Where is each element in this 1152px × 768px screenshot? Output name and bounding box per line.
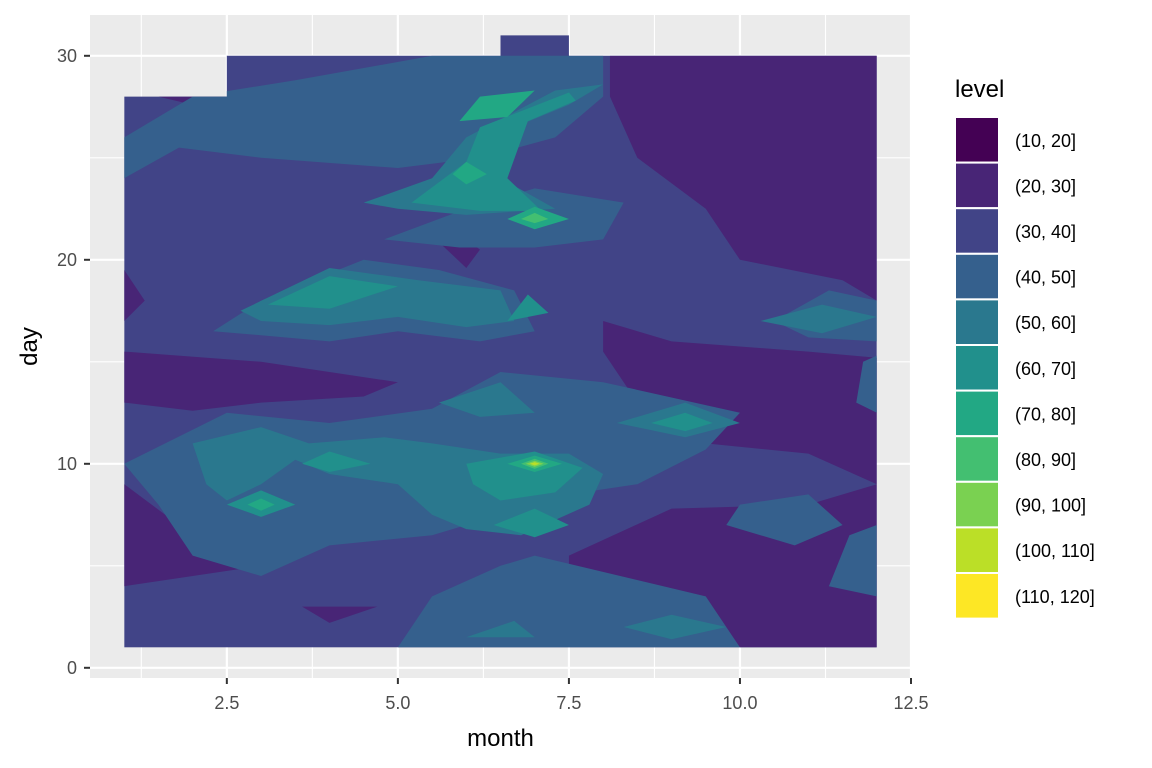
y-axis-title: day bbox=[16, 327, 43, 366]
legend-entries: (10, 20] (20, 30] (30, 40] (40, 50] (50, 60]… bbox=[954, 116, 1095, 620]
legend-label: (110, 120] bbox=[1015, 587, 1095, 607]
contour-band bbox=[124, 351, 398, 411]
contour-band bbox=[651, 412, 713, 432]
legend-title: level bbox=[955, 76, 1004, 103]
contour-band bbox=[302, 606, 378, 623]
legend-label: (40, 50] bbox=[1015, 268, 1076, 288]
contour-band bbox=[828, 525, 877, 597]
x-tick-label: 12.5 bbox=[893, 693, 928, 713]
contour-band bbox=[124, 270, 145, 321]
contour-band bbox=[521, 212, 549, 224]
contour-fill-layer bbox=[124, 35, 877, 648]
legend-label: (60, 70] bbox=[1015, 359, 1076, 379]
legend-label: (50, 60] bbox=[1015, 313, 1076, 333]
contour-band bbox=[302, 451, 371, 472]
contour-band bbox=[507, 294, 549, 321]
legend-swatch bbox=[954, 161, 1000, 210]
contour-band bbox=[726, 494, 843, 546]
y-tick-label: 20 bbox=[57, 250, 77, 270]
contour-band bbox=[459, 90, 535, 122]
legend-swatch bbox=[954, 252, 1000, 301]
y-tick-label: 0 bbox=[67, 658, 77, 678]
axis-ticks bbox=[84, 54, 912, 684]
x-tick-label: 2.5 bbox=[214, 693, 239, 713]
legend-label: (10, 20] bbox=[1015, 131, 1076, 151]
y-tick-label: 30 bbox=[57, 46, 77, 66]
contour-band bbox=[438, 382, 535, 417]
contour-band bbox=[466, 620, 535, 638]
legend-label: (100, 110] bbox=[1015, 541, 1095, 561]
legend-swatch bbox=[954, 344, 1000, 392]
y-tick-labels: 0 10 20 30 bbox=[57, 46, 77, 678]
legend-label: (90, 100] bbox=[1015, 496, 1086, 516]
legend-swatch bbox=[954, 572, 1000, 620]
legend-swatch bbox=[954, 435, 1000, 483]
x-tick-label: 10.0 bbox=[722, 693, 757, 713]
y-tick-label: 10 bbox=[57, 454, 77, 474]
contour-band bbox=[856, 355, 877, 413]
contour-band bbox=[623, 614, 727, 640]
legend-label: (20, 30] bbox=[1015, 176, 1076, 196]
contour-band bbox=[192, 427, 604, 536]
legend-label: (70, 80] bbox=[1015, 404, 1076, 424]
x-axis-title: month bbox=[467, 725, 534, 752]
contour-band bbox=[529, 462, 540, 466]
legend-swatch bbox=[954, 480, 1000, 529]
legend-label: (80, 90] bbox=[1015, 450, 1076, 470]
legend-swatch bbox=[954, 389, 1000, 438]
contour-band bbox=[452, 161, 487, 185]
contour-band bbox=[493, 508, 569, 538]
contour-band bbox=[247, 498, 275, 511]
legend-swatch bbox=[954, 298, 1000, 346]
legend-label: (30, 40] bbox=[1015, 222, 1076, 242]
contour-band bbox=[384, 188, 624, 248]
contour-band bbox=[240, 267, 515, 328]
x-tick-label: 5.0 bbox=[385, 693, 410, 713]
legend-swatch bbox=[954, 526, 1000, 575]
contour-band bbox=[760, 304, 877, 334]
contour-band bbox=[411, 92, 576, 211]
x-tick-labels: 2.5 5.0 7.5 10.0 12.5 bbox=[214, 693, 928, 713]
x-tick-label: 7.5 bbox=[556, 693, 581, 713]
legend-swatch bbox=[954, 207, 1000, 255]
legend-swatch bbox=[954, 116, 1000, 164]
contour-regions bbox=[124, 35, 877, 648]
contour-band bbox=[267, 276, 398, 309]
contour-band bbox=[609, 55, 877, 301]
contour-band bbox=[603, 321, 877, 485]
